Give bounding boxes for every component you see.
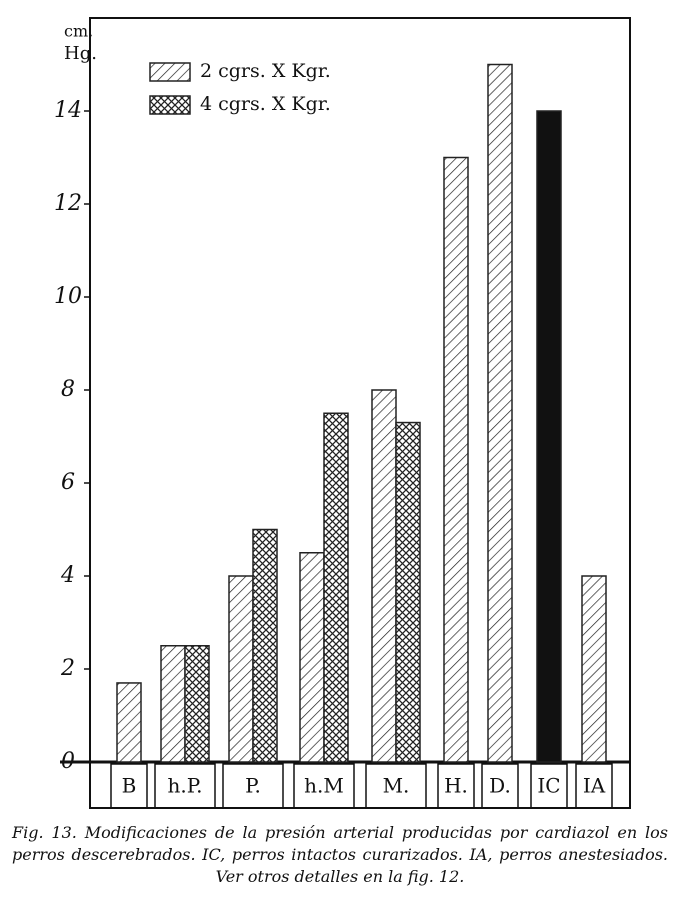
y-label: Hg. (64, 43, 97, 64)
bar (536, 110, 562, 763)
x-tick-label: M. (383, 774, 410, 798)
category-box (437, 763, 475, 809)
bar (371, 389, 397, 763)
x-tick-label: h.M (304, 774, 344, 798)
x-tick-label: D. (489, 774, 511, 798)
bar (184, 645, 210, 763)
x-tick-label: B (122, 774, 137, 798)
bar (299, 552, 325, 763)
bar (581, 575, 607, 763)
bar (228, 575, 254, 763)
bar (443, 156, 469, 763)
category-box (530, 763, 568, 809)
category-box (365, 763, 427, 809)
category-box (481, 763, 519, 809)
category-box (293, 763, 355, 809)
category-box (222, 763, 284, 809)
x-tick-label: P. (245, 774, 261, 798)
y-tick-label: 2 (60, 656, 75, 681)
chart: cm. Hg. 02468101214Bh.P.P.h.MM.H.D.ICIA2… (54, 17, 631, 809)
caption: Fig. 13. Modificaciones de la presión ar… (12, 823, 668, 886)
y-tick-label: 12 (54, 191, 82, 216)
y-tick-label: 14 (54, 98, 82, 123)
y-tick-label: 6 (61, 470, 75, 495)
legend-swatch (149, 95, 191, 115)
x-tick-label: h.P. (168, 774, 203, 798)
category-box (110, 763, 148, 809)
y-tick-label: 4 (60, 563, 75, 588)
x-tick-label: H. (444, 774, 468, 798)
x-tick-label: IA (583, 774, 606, 798)
bar (395, 421, 421, 763)
legend-label: 2 cgrs. X Kgr. (200, 60, 331, 82)
bar (487, 63, 513, 763)
bar (160, 645, 186, 763)
frame (89, 17, 631, 809)
category-box (154, 763, 216, 809)
bar (116, 682, 142, 763)
y-label: cm. (64, 22, 93, 41)
legend-swatch (149, 62, 191, 82)
x-tick-label: IC (537, 774, 560, 798)
y-tick-label: 10 (54, 284, 82, 309)
bar (252, 528, 278, 763)
bar (323, 412, 349, 763)
legend-label: 4 cgrs. X Kgr. (200, 93, 331, 115)
y-tick-label: 8 (61, 377, 75, 402)
category-box (575, 763, 613, 809)
